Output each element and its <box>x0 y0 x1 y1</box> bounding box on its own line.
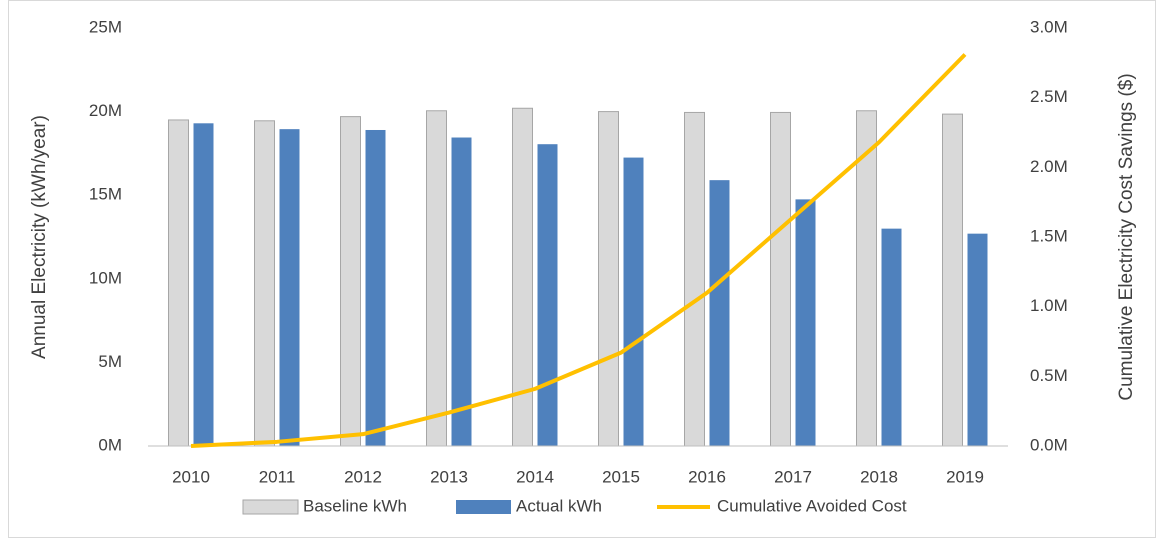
bar <box>967 233 988 446</box>
x-tick-label: 2018 <box>860 467 898 486</box>
x-tick-label: 2014 <box>516 467 554 486</box>
bar <box>340 116 361 447</box>
x-tick-label: 2011 <box>259 467 296 486</box>
bar <box>942 113 963 447</box>
y-tick-label: 0M <box>98 435 122 454</box>
bar <box>451 137 472 447</box>
y-tick-label: 15M <box>89 185 122 204</box>
y-tick-label: 5M <box>98 352 122 371</box>
y2-tick-label: 0.0M <box>1030 435 1068 454</box>
y-tick-label: 20M <box>89 101 122 120</box>
x-tick-label: 2015 <box>602 467 640 486</box>
x-tick-label: 2016 <box>688 467 726 486</box>
x-tick-label: 2010 <box>172 467 210 486</box>
y-tick-label: 25M <box>89 17 122 36</box>
y2-tick-label: 2.0M <box>1030 157 1068 176</box>
x-tick-label: 2019 <box>946 467 984 486</box>
x-tick-label: 2012 <box>344 467 382 486</box>
bar <box>279 129 300 446</box>
bar <box>709 180 730 447</box>
bar <box>598 111 619 447</box>
bar <box>168 119 189 447</box>
x-tick-label: 2017 <box>774 467 812 486</box>
line <box>190 53 967 448</box>
x-tick-label: 2013 <box>430 467 468 486</box>
legend-swatch <box>456 500 511 514</box>
bar <box>426 110 447 447</box>
y2-axis-title: Cumulative Electricity Cost Savings ($) <box>1116 73 1137 400</box>
bar <box>193 123 214 446</box>
bar <box>365 129 386 446</box>
legend-label: Actual kWh <box>516 496 602 515</box>
bar <box>881 228 902 446</box>
bar <box>795 199 816 446</box>
legend-label: Baseline kWh <box>303 496 407 515</box>
y2-tick-label: 3.0M <box>1030 17 1068 36</box>
bar <box>623 157 644 446</box>
legend-label: Cumulative Avoided Cost <box>717 496 907 515</box>
y2-tick-label: 1.0M <box>1030 296 1068 315</box>
y2-tick-label: 0.5M <box>1030 366 1068 385</box>
y-tick-label: 10M <box>89 268 122 287</box>
y-axis-title: Annual Electricity (kWh/year) <box>29 115 50 359</box>
bar <box>254 120 275 447</box>
bar <box>770 111 791 447</box>
bar <box>684 111 705 447</box>
y2-tick-label: 2.5M <box>1030 87 1068 106</box>
y2-tick-label: 1.5M <box>1030 226 1068 245</box>
bar <box>537 144 558 447</box>
legend-swatch <box>242 499 299 515</box>
